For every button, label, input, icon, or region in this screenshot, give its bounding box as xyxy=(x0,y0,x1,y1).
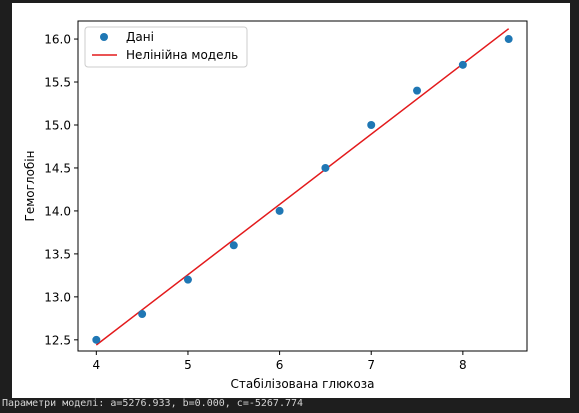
figure-background xyxy=(12,3,570,398)
data-point xyxy=(138,310,147,319)
data-point xyxy=(92,335,101,344)
data-point xyxy=(321,163,330,172)
legend-label-model: Нелінійна модель xyxy=(126,48,238,62)
model-fit-line xyxy=(95,28,510,346)
x-tick-label: 4 xyxy=(93,358,101,372)
legend: Дані Нелінійна модель xyxy=(84,26,248,68)
model-parameters-output: Параметри моделі: a=5276.933, b=0.000, c… xyxy=(2,398,304,409)
chart-figure: 4 5 6 7 8 12.5 13.0 13.5 14.0 14.5 15.0 15.5 16.0 С… xyxy=(12,3,570,398)
data-point xyxy=(504,35,513,44)
y-tick-label: 13.0 xyxy=(44,290,71,304)
x-axis-label: Стабілізована глюкоза xyxy=(230,377,374,391)
y-axis-ticks: 12.5 13.0 13.5 14.0 14.5 15.0 15.5 16.0 xyxy=(44,33,78,347)
y-tick-label: 14.5 xyxy=(44,161,71,175)
y-tick-label: 13.5 xyxy=(44,247,71,261)
data-point xyxy=(275,206,284,215)
y-axis-label: Гемоглобін xyxy=(23,151,37,222)
data-point xyxy=(367,120,376,129)
y-tick-label: 15.0 xyxy=(44,118,71,132)
data-point xyxy=(458,60,467,69)
y-tick-label: 14.0 xyxy=(44,204,71,218)
legend-label-data: Дані xyxy=(126,30,154,44)
y-tick-label: 12.5 xyxy=(44,333,71,347)
x-tick-label: 5 xyxy=(184,358,192,372)
x-axis-ticks: 4 5 6 7 8 xyxy=(93,351,467,372)
legend-box xyxy=(84,26,248,68)
data-point xyxy=(183,275,192,284)
data-point xyxy=(229,241,238,250)
y-tick-label: 15.5 xyxy=(44,76,71,90)
x-tick-label: 7 xyxy=(367,358,375,372)
x-tick-label: 6 xyxy=(276,358,284,372)
data-point xyxy=(413,86,422,95)
y-tick-label: 16.0 xyxy=(44,33,71,47)
x-tick-label: 8 xyxy=(459,358,467,372)
series-layer xyxy=(92,28,513,346)
plot-area-frame xyxy=(77,20,528,352)
legend-marker-data xyxy=(100,33,108,41)
